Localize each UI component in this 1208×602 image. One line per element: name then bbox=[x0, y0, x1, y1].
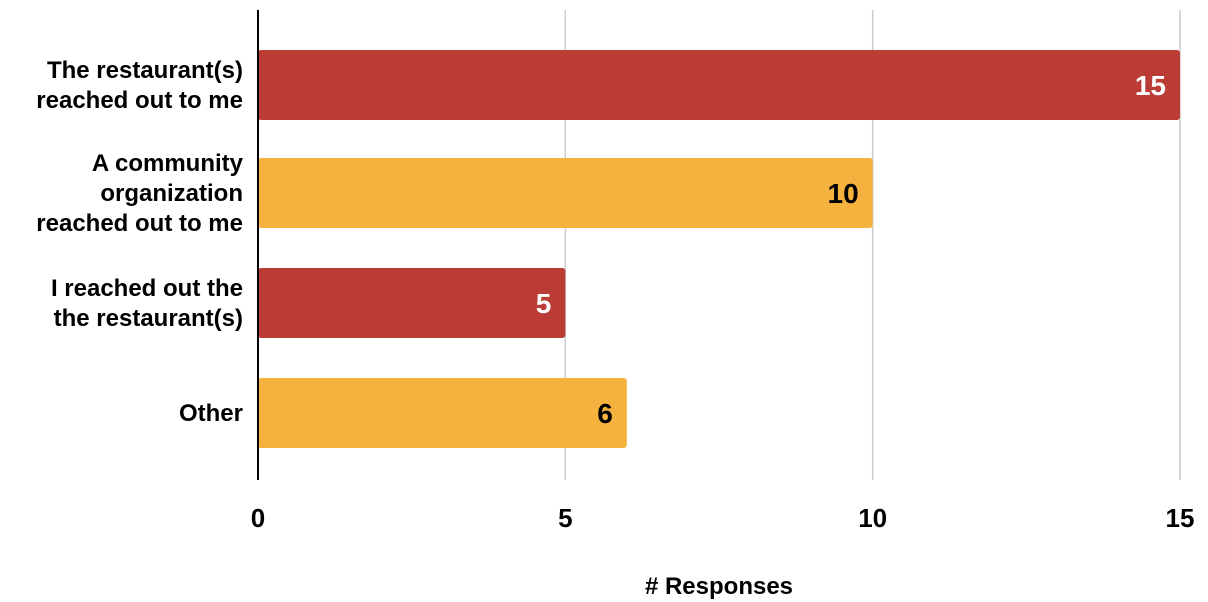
category-label-line: The restaurant(s) bbox=[47, 57, 243, 84]
category-label-line: A community bbox=[92, 150, 244, 177]
category-label: The restaurant(s) reached out to me bbox=[36, 57, 243, 114]
bar bbox=[258, 50, 1180, 120]
x-tick-label: 15 bbox=[1166, 503, 1195, 533]
bars: 15 10 5 6 bbox=[258, 50, 1180, 448]
data-label: 6 bbox=[597, 398, 613, 429]
bar bbox=[258, 378, 627, 448]
x-tick-label: 0 bbox=[251, 503, 265, 533]
category-labels: The restaurant(s) reached out to meA comm… bbox=[36, 57, 243, 427]
category-label-line: I reached out the bbox=[51, 275, 243, 302]
category-label-line: organization bbox=[100, 180, 243, 207]
x-axis-title: # Responses bbox=[645, 573, 793, 600]
category-label: Other bbox=[179, 400, 243, 427]
category-label: I reached out the the restaurant(s) bbox=[51, 275, 243, 332]
data-label: 10 bbox=[828, 178, 859, 209]
category-label-line: reached out to me bbox=[36, 210, 243, 237]
category-label: A community organization reached out to me bbox=[36, 150, 243, 237]
x-tick-label: 5 bbox=[558, 503, 572, 533]
bar bbox=[258, 158, 873, 228]
data-label: 5 bbox=[536, 288, 552, 319]
x-tick-label: 10 bbox=[858, 503, 887, 533]
category-label-line: the restaurant(s) bbox=[54, 305, 243, 332]
x-tick-labels: 0 5 10 15 bbox=[251, 503, 1195, 533]
category-label-line: reached out to me bbox=[36, 87, 243, 114]
category-label-line: Other bbox=[179, 400, 243, 427]
data-label: 15 bbox=[1135, 70, 1166, 101]
bar bbox=[258, 268, 566, 338]
